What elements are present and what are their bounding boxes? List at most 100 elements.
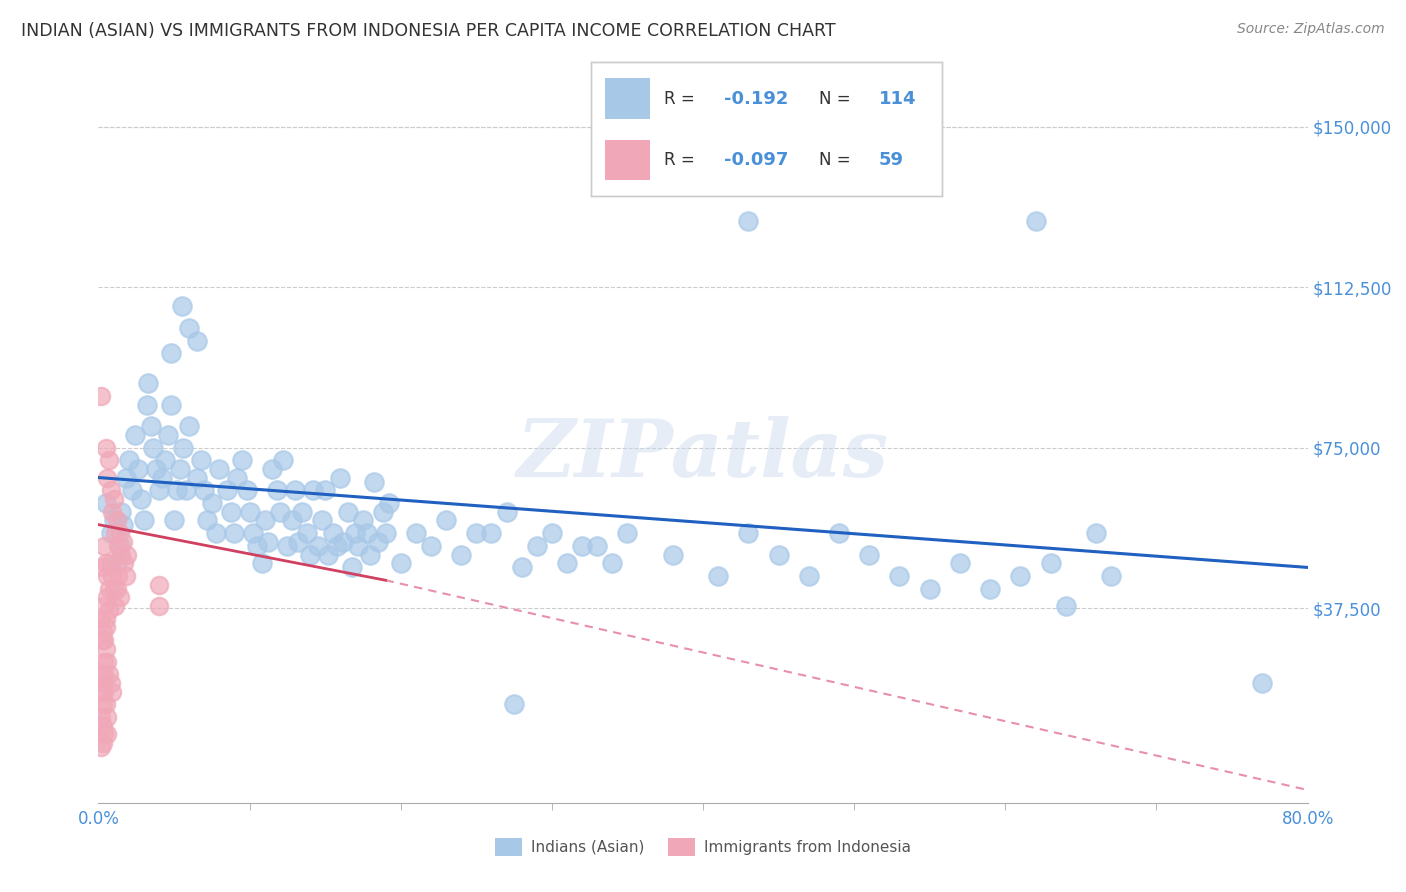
Point	[269, 505, 291, 519]
Point	[96, 591, 118, 605]
Point	[465, 526, 488, 541]
Point	[420, 539, 443, 553]
Point	[262, 462, 284, 476]
Point	[329, 470, 352, 484]
Point	[110, 505, 132, 519]
Point	[163, 513, 186, 527]
Point	[96, 727, 118, 741]
Point	[374, 526, 396, 541]
Point	[127, 462, 149, 476]
Point	[94, 612, 117, 626]
Point	[108, 591, 131, 605]
Point	[1251, 676, 1274, 690]
Point	[616, 526, 638, 541]
Point	[979, 582, 1001, 596]
Point	[242, 526, 264, 541]
Point	[193, 483, 215, 498]
Point	[153, 453, 176, 467]
Point	[314, 483, 336, 498]
Point	[93, 667, 115, 681]
Point	[96, 710, 118, 724]
Point	[93, 655, 115, 669]
Point	[235, 483, 257, 498]
Point	[93, 727, 115, 741]
Text: Source: ZipAtlas.com: Source: ZipAtlas.com	[1237, 22, 1385, 37]
Point	[135, 398, 157, 412]
Point	[90, 612, 112, 626]
Point	[170, 299, 193, 313]
Point	[571, 539, 593, 553]
Point	[326, 539, 349, 553]
Point	[100, 526, 122, 541]
Point	[166, 483, 188, 498]
Point	[115, 548, 138, 562]
Point	[132, 513, 155, 527]
Point	[208, 462, 231, 476]
Point	[90, 684, 112, 698]
Point	[145, 462, 167, 476]
Point	[281, 513, 304, 527]
Point	[602, 556, 624, 570]
Point	[114, 470, 136, 484]
Point	[129, 491, 152, 506]
Point	[104, 526, 127, 541]
Text: 59: 59	[879, 151, 904, 169]
Point	[93, 599, 115, 613]
Point	[858, 548, 880, 562]
Point	[186, 334, 208, 348]
Text: ZIPatlas: ZIPatlas	[517, 416, 889, 493]
Point	[91, 624, 114, 639]
Text: N =: N =	[818, 89, 851, 108]
Point	[1085, 526, 1108, 541]
Point	[371, 505, 394, 519]
Point	[150, 470, 173, 484]
Text: -0.097: -0.097	[724, 151, 789, 169]
Point	[342, 560, 364, 574]
Text: -0.192: -0.192	[724, 89, 789, 108]
Point	[111, 517, 134, 532]
Point	[179, 419, 201, 434]
Point	[90, 389, 112, 403]
Point	[215, 483, 238, 498]
Point	[768, 548, 790, 562]
Point	[481, 526, 503, 541]
Point	[96, 470, 118, 484]
Point	[266, 483, 288, 498]
Point	[231, 453, 253, 467]
Point	[105, 582, 128, 596]
Point	[148, 483, 170, 498]
Point	[1099, 569, 1122, 583]
Point	[450, 548, 472, 562]
Point	[190, 453, 212, 467]
Text: R =: R =	[664, 89, 695, 108]
Point	[100, 483, 122, 498]
Point	[253, 513, 276, 527]
Point	[121, 483, 143, 498]
Point	[105, 556, 128, 570]
Point	[336, 505, 359, 519]
Point	[110, 548, 132, 562]
Point	[526, 539, 548, 553]
Point	[103, 491, 125, 506]
Point	[918, 582, 941, 596]
Point	[98, 453, 121, 467]
Point	[256, 534, 278, 549]
Point	[360, 548, 382, 562]
Point	[347, 539, 370, 553]
Point	[344, 526, 367, 541]
Point	[93, 539, 115, 553]
Point	[949, 556, 972, 570]
Point	[510, 560, 533, 574]
Point	[93, 684, 115, 698]
Point	[555, 556, 578, 570]
Point	[186, 470, 208, 484]
Bar	[605, 78, 650, 119]
Point	[114, 569, 136, 583]
Point	[224, 526, 246, 541]
Point	[276, 539, 298, 553]
Point	[179, 320, 201, 334]
Point	[107, 569, 129, 583]
Point	[156, 427, 179, 442]
Point	[105, 513, 128, 527]
Point	[889, 569, 911, 583]
